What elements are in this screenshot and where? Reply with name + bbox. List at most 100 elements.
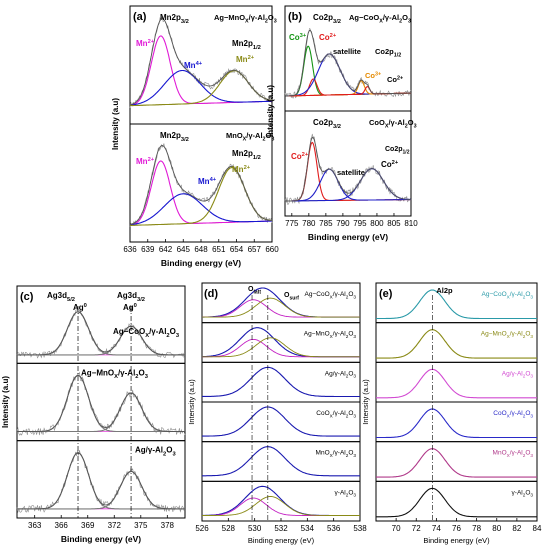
x-axis-label: Binding energy (eV) xyxy=(248,536,315,545)
x-axis-label: Binding energy (eV) xyxy=(61,534,141,544)
peak-label: Co2+ xyxy=(319,33,337,42)
sample-label: MnOX/γ-Al2O3 xyxy=(316,450,357,458)
peak-label: Co2+ xyxy=(381,160,399,169)
y-axis-label: Intensity (a.u) xyxy=(1,376,10,428)
x-tick-label: 532 xyxy=(274,524,288,533)
peak-label: Ag3d3/2 xyxy=(117,291,145,303)
x-tick-label: 70 xyxy=(392,524,401,533)
fit-envelope-line xyxy=(17,374,185,432)
sample-label: MnOX/γ-Al2O3 xyxy=(493,450,534,458)
spectrum-line xyxy=(202,446,360,477)
sample-label: Ag−MnOX/γ-Al2O3 xyxy=(304,331,357,339)
subplot-frame xyxy=(375,361,538,403)
x-tick-label: 372 xyxy=(108,521,122,530)
x-tick-label: 795 xyxy=(353,219,367,228)
panel-label: (a) xyxy=(133,11,147,23)
peak-label: Mn2p1/2 xyxy=(232,39,261,51)
panel-label: (d) xyxy=(204,288,218,300)
spectrum-line xyxy=(376,368,537,399)
x-tick-label: 369 xyxy=(81,521,95,530)
x-tick-label: 538 xyxy=(353,524,367,533)
peak-label: satellite xyxy=(337,168,365,177)
peak-label: Mn4+ xyxy=(184,61,203,70)
y-axis-label: Intensity (a.u) xyxy=(361,379,370,425)
x-tick-label: 648 xyxy=(194,245,208,254)
x-axis-label: Binding energy (eV) xyxy=(423,536,490,545)
x-axis-label: Binding energy (eV) xyxy=(308,232,388,242)
x-tick-label: 530 xyxy=(248,524,262,533)
peak-label: Mn2+ xyxy=(136,157,155,166)
x-tick-label: 536 xyxy=(327,524,341,533)
x-tick-label: 378 xyxy=(161,521,175,530)
sample-label: Ag/γ-Al2O3 xyxy=(502,370,534,378)
peak-label: Ag3d5/2 xyxy=(47,291,75,303)
fit-envelope-line xyxy=(285,136,411,202)
x-tick-label: 657 xyxy=(248,245,262,254)
component-peak xyxy=(202,337,360,358)
x-tick-label: 375 xyxy=(134,521,148,530)
raw-data-line xyxy=(16,450,186,514)
x-tick-label: 534 xyxy=(301,524,315,533)
peak-label: Osurf xyxy=(284,292,299,301)
x-axis-label: Binding energy (eV) xyxy=(161,258,241,268)
component-peak xyxy=(202,297,360,318)
x-tick-label: 366 xyxy=(55,521,69,530)
x-tick-label: 785 xyxy=(319,219,333,228)
subplot-frame xyxy=(375,322,538,363)
peak-label: Co2p3/2 xyxy=(313,118,341,130)
x-tick-label: 636 xyxy=(123,245,137,254)
sample-label: CoOX/γ-Al2O3 xyxy=(369,118,417,130)
sample-label: γ-Al2O3 xyxy=(512,489,534,497)
x-tick-label: 775 xyxy=(285,219,299,228)
peak-label: Ag0 xyxy=(73,303,87,312)
sample-label: CoOX/γ-Al2O3 xyxy=(316,410,356,418)
spectrum-line xyxy=(376,408,537,439)
peak-label: Mn2p3/2 xyxy=(160,131,189,143)
sample-label: CoOX/γ-Al2O3 xyxy=(493,410,533,418)
sample-label: Ag−CoOX/γ-Al2O3 xyxy=(482,291,534,299)
component-peak xyxy=(17,374,185,433)
y-axis-label: Intensity (a.u) xyxy=(111,98,120,150)
sample-label: Ag−MnOX/γ-Al2O3 xyxy=(481,331,534,339)
component-peak xyxy=(129,70,273,107)
fit-envelope-line xyxy=(129,18,273,106)
x-tick-label: 654 xyxy=(230,245,244,254)
component-peak xyxy=(202,496,360,516)
peak-label: Mn2+ xyxy=(136,39,155,48)
x-tick-label: 84 xyxy=(533,524,542,533)
sample-label: Ag/γ-Al2O3 xyxy=(325,370,357,378)
subplot-frame xyxy=(16,285,186,364)
fit-envelope-line xyxy=(129,145,272,225)
component-peak xyxy=(129,193,272,226)
peak-label: Co3+ xyxy=(365,71,381,80)
peak-label: Al2p xyxy=(436,286,453,295)
sample-label: Ag−CoOX/γ-Al2O3 xyxy=(349,13,411,25)
spectrum-line xyxy=(202,366,360,398)
x-tick-label: 660 xyxy=(265,245,279,254)
peak-label: Mn2+ xyxy=(236,55,255,64)
panel-label: (c) xyxy=(20,291,34,303)
peak-label: Co2p3/2 xyxy=(313,13,341,25)
spectrum-line xyxy=(202,406,360,437)
peak-label: Ag0 xyxy=(123,303,137,312)
x-tick-label: 72 xyxy=(412,524,421,533)
subplot-frame xyxy=(375,282,538,324)
fit-envelope-line xyxy=(17,311,185,356)
sample-label: Ag−MnOX/γ-Al2O3 xyxy=(81,368,148,380)
peak-label: Co2+ xyxy=(387,75,403,84)
peak-label: Co2p1/2 xyxy=(375,47,401,59)
x-tick-label: 642 xyxy=(159,245,173,254)
subplot-frame xyxy=(284,110,412,217)
x-tick-label: 526 xyxy=(195,524,209,533)
y-axis-label: Intensity (a.u) xyxy=(187,379,196,425)
x-tick-label: 74 xyxy=(432,524,441,533)
fit-envelope-line xyxy=(285,30,412,97)
spectrum-line xyxy=(376,329,537,359)
peak-label: Mn2p1/2 xyxy=(232,149,261,161)
x-tick-label: 651 xyxy=(212,245,226,254)
x-tick-label: 82 xyxy=(512,524,521,533)
x-tick-label: 76 xyxy=(452,524,461,533)
sample-label: Ag−CoOX/γ-Al2O3 xyxy=(113,327,179,339)
peak-label: Mn2+ xyxy=(232,165,251,174)
